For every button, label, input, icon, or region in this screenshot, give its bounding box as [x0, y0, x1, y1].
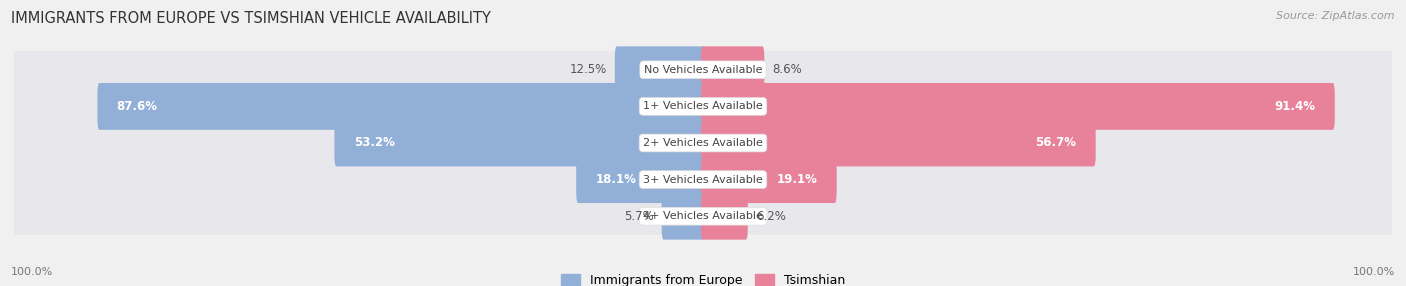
Text: 56.7%: 56.7% — [1035, 136, 1077, 150]
Text: IMMIGRANTS FROM EUROPE VS TSIMSHIAN VEHICLE AVAILABILITY: IMMIGRANTS FROM EUROPE VS TSIMSHIAN VEHI… — [11, 11, 491, 26]
Text: 100.0%: 100.0% — [11, 267, 53, 277]
FancyBboxPatch shape — [335, 120, 704, 166]
FancyBboxPatch shape — [97, 83, 704, 130]
Text: 8.6%: 8.6% — [772, 63, 803, 76]
FancyBboxPatch shape — [702, 46, 765, 93]
FancyBboxPatch shape — [576, 156, 704, 203]
Text: Source: ZipAtlas.com: Source: ZipAtlas.com — [1277, 11, 1395, 21]
Text: 1+ Vehicles Available: 1+ Vehicles Available — [643, 102, 763, 111]
FancyBboxPatch shape — [702, 83, 1334, 130]
FancyBboxPatch shape — [662, 193, 704, 240]
FancyBboxPatch shape — [702, 193, 748, 240]
Text: 100.0%: 100.0% — [1353, 267, 1395, 277]
FancyBboxPatch shape — [14, 198, 1392, 235]
Text: 91.4%: 91.4% — [1274, 100, 1316, 113]
Text: 12.5%: 12.5% — [569, 63, 606, 76]
Text: 18.1%: 18.1% — [596, 173, 637, 186]
Legend: Immigrants from Europe, Tsimshian: Immigrants from Europe, Tsimshian — [561, 274, 845, 286]
FancyBboxPatch shape — [14, 51, 1392, 88]
Text: 2+ Vehicles Available: 2+ Vehicles Available — [643, 138, 763, 148]
Text: 4+ Vehicles Available: 4+ Vehicles Available — [643, 211, 763, 221]
Text: 5.7%: 5.7% — [624, 210, 654, 223]
FancyBboxPatch shape — [614, 46, 704, 93]
Text: 87.6%: 87.6% — [117, 100, 157, 113]
FancyBboxPatch shape — [14, 161, 1392, 198]
FancyBboxPatch shape — [14, 88, 1392, 125]
FancyBboxPatch shape — [14, 124, 1392, 162]
Text: 3+ Vehicles Available: 3+ Vehicles Available — [643, 175, 763, 184]
Text: 53.2%: 53.2% — [354, 136, 395, 150]
FancyBboxPatch shape — [702, 156, 837, 203]
Text: 6.2%: 6.2% — [756, 210, 786, 223]
Text: No Vehicles Available: No Vehicles Available — [644, 65, 762, 75]
Text: 19.1%: 19.1% — [776, 173, 817, 186]
FancyBboxPatch shape — [702, 120, 1095, 166]
